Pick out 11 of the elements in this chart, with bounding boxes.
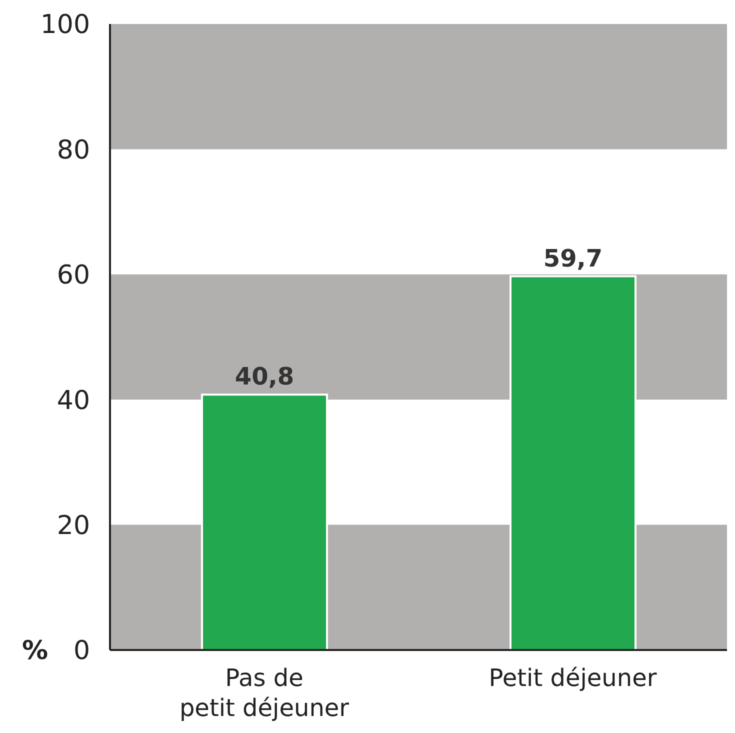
x-tick-label: Pas de petit déjeuner: [179, 664, 350, 722]
y-tick-label: 100: [40, 10, 90, 40]
y-axis-title: %: [22, 636, 48, 666]
y-tick-label: 0: [73, 636, 90, 666]
y-tick-label: 60: [56, 260, 90, 291]
data-label: 59,7: [543, 244, 603, 272]
y-tick-label: 80: [56, 135, 90, 166]
y-tick-label: 20: [56, 511, 90, 542]
data-label: 40,8: [234, 362, 294, 391]
y-tick-label: 40: [56, 386, 90, 416]
x-tick-label: Petit déjeuner: [488, 664, 657, 692]
